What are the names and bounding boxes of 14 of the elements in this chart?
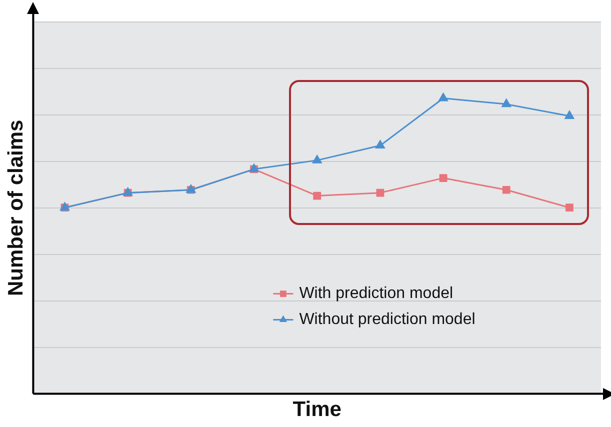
legend-label: With prediction model: [299, 285, 454, 302]
point: [376, 188, 384, 197]
point: [438, 93, 448, 102]
point: [564, 110, 574, 119]
point: [312, 155, 322, 164]
point: [313, 192, 322, 200]
point: [566, 204, 574, 212]
y-axis-title: Number of claims: [4, 120, 28, 296]
legend-label: Without prediction model: [299, 311, 476, 328]
point: [502, 186, 510, 194]
x-axis-title: Time: [292, 398, 342, 422]
point: [502, 98, 512, 108]
point: [439, 174, 448, 182]
point: [376, 140, 385, 149]
